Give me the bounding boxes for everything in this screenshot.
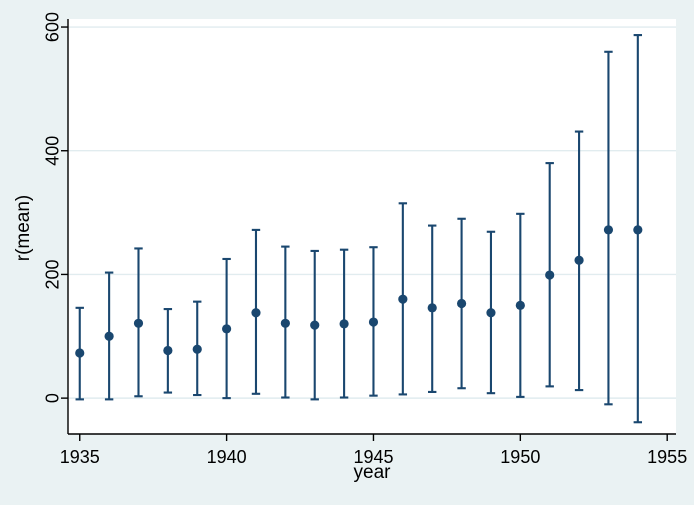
x-axis-title: year — [354, 462, 392, 483]
mean-point — [310, 320, 320, 330]
y-tick-label: 400 — [42, 136, 62, 166]
mean-point — [427, 303, 437, 313]
x-tick-label: 1950 — [500, 447, 540, 467]
mean-point — [192, 344, 202, 354]
x-tick-label: 1945 — [353, 447, 393, 467]
mean-point — [456, 298, 467, 309]
plot-area — [68, 19, 676, 434]
mean-point — [133, 318, 144, 328]
tick-labels: 0 200 400 600 1935 1940 1945 1950 1955 — [42, 12, 687, 467]
mean-point — [515, 300, 525, 310]
x-tick-label: 1935 — [60, 447, 100, 467]
mean-point — [222, 324, 232, 334]
gridlines — [68, 26, 676, 399]
x-tick-label: 1955 — [647, 447, 687, 467]
mean-point — [368, 317, 379, 327]
data-marks — [75, 34, 643, 424]
x-tick-label: 1940 — [207, 447, 247, 467]
mean-point — [251, 308, 261, 318]
mean-point — [104, 331, 114, 341]
mean-point — [545, 270, 555, 280]
mean-point — [398, 294, 408, 304]
mean-point — [574, 255, 584, 265]
mean-point — [75, 348, 85, 358]
axes — [61, 19, 676, 441]
mean-point — [163, 345, 173, 356]
y-tick-label: 0 — [42, 393, 62, 403]
y-tick-label: 200 — [42, 259, 62, 289]
mean-point — [633, 225, 643, 235]
mean-point — [339, 319, 349, 329]
y-tick-label: 600 — [42, 12, 62, 42]
y-axis-title: r(mean) — [13, 195, 34, 262]
mean-point — [280, 318, 290, 328]
mean-point — [603, 225, 614, 235]
mean-point — [486, 308, 496, 318]
